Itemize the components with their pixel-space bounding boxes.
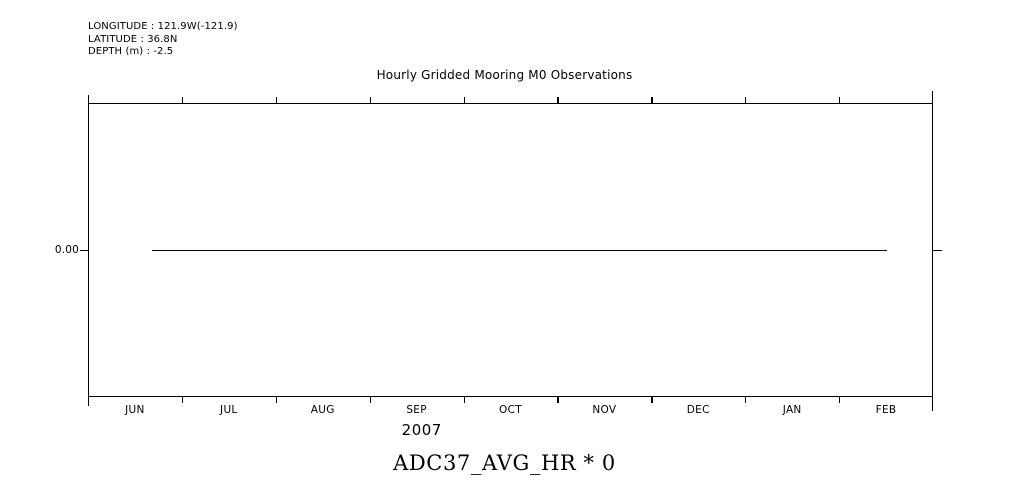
x-tick-bottom-7 xyxy=(745,396,747,403)
data-series-line xyxy=(152,249,887,252)
y-tick-left-0 xyxy=(80,250,88,252)
x-tick-bottom-1 xyxy=(181,396,184,403)
x-tick-top-8 xyxy=(839,97,841,103)
y-tick-label-0-00: 0.00 xyxy=(54,244,79,256)
x-tick-top-5 xyxy=(557,97,559,103)
longitude-text: LONGITUDE : 121.9W(-121.9) xyxy=(88,21,238,32)
latitude-text: LATITUDE : 36.8N xyxy=(88,33,178,45)
x-tick-top-3 xyxy=(369,97,371,103)
x-tick-bottom-3 xyxy=(369,396,371,403)
x-tick-bottom-8 xyxy=(839,396,841,403)
x-tick-label-jun: JUN xyxy=(125,404,145,416)
x-tick-label-sep: SEP xyxy=(406,404,427,416)
axis-bottom xyxy=(88,396,933,398)
x-tick-label-aug: AUG xyxy=(310,404,335,416)
chart-title-text: Hourly Gridded Mooring M0 Observations xyxy=(376,68,633,82)
x-tick-top-2 xyxy=(275,97,277,103)
x-tick-label-dec: DEC xyxy=(686,404,710,416)
plot-area xyxy=(80,91,942,411)
x-tick-top-1 xyxy=(181,97,184,103)
variable-expression-label: ADC37_AVG_HR * 0 xyxy=(393,451,616,475)
x-tick-top-4 xyxy=(463,97,465,103)
x-tick-label-feb: FEB xyxy=(875,404,897,416)
x-tick-label-jan: JAN xyxy=(782,404,802,416)
metadata-block: LONGITUDE : 121.9W(-121.9) LATITUDE : 36… xyxy=(88,21,238,59)
x-tick-bottom-2 xyxy=(275,396,277,403)
x-tick-top-6 xyxy=(651,97,653,103)
x-tick-top-7 xyxy=(745,97,747,103)
axis-top xyxy=(88,103,933,105)
x-tick-bottom-5 xyxy=(557,396,559,403)
x-tick-label-oct: OCT xyxy=(499,404,522,416)
depth-text: DEPTH (m) : -2.5 xyxy=(88,46,174,57)
y-tick-right-0 xyxy=(933,250,942,252)
x-tick-bottom-6 xyxy=(651,396,653,403)
x-tick-label-jul: JUL xyxy=(220,404,238,416)
x-tick-bottom-4 xyxy=(463,396,465,403)
x-axis-title: 2007 xyxy=(401,421,442,439)
axis-left xyxy=(88,95,90,406)
chart-title: Hourly Gridded Mooring M0 Observations xyxy=(0,68,1009,82)
x-tick-label-nov: NOV xyxy=(592,404,617,416)
axis-right xyxy=(931,91,934,411)
